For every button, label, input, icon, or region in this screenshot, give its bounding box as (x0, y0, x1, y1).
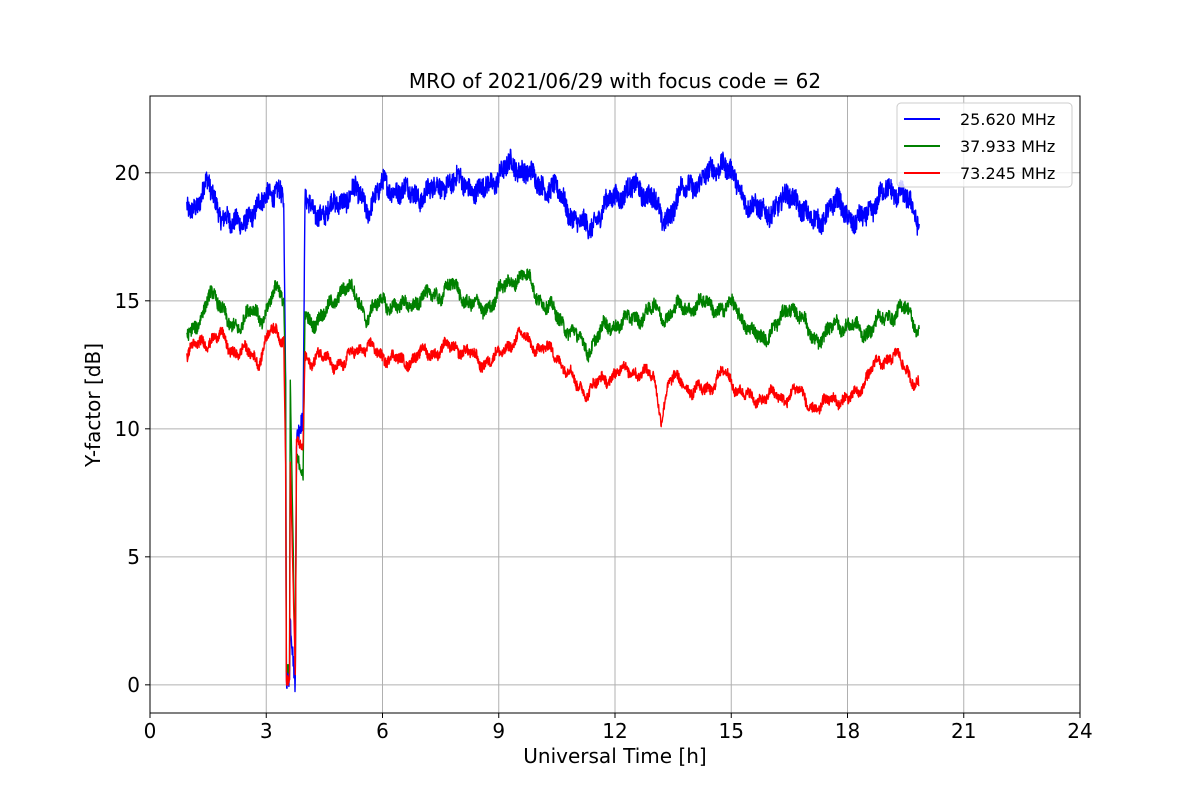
x-tick-label: 0 (144, 719, 157, 743)
x-tick-label: 3 (260, 719, 273, 743)
x-tick-label: 21 (951, 719, 976, 743)
series-layer (186, 148, 920, 693)
x-tick-label: 12 (602, 719, 627, 743)
chart-title: MRO of 2021/06/29 with focus code = 62 (409, 69, 821, 93)
y-tick-label: 20 (115, 161, 140, 185)
x-tick-label: 6 (376, 719, 389, 743)
ticks: 0 3 6 9 12 15 18 21 24 0 5 10 15 20 (115, 161, 1093, 743)
legend-label-0: 25.620 MHz (960, 110, 1055, 129)
legend-label-1: 37.933 MHz (960, 137, 1055, 156)
series-line-2 (186, 322, 920, 686)
legend-label-2: 73.245 MHz (960, 164, 1055, 183)
series-line-0 (186, 148, 920, 693)
x-tick-label: 9 (492, 719, 505, 743)
x-tick-label: 24 (1067, 719, 1092, 743)
legend-box (896, 102, 1073, 188)
y-tick-label: 10 (115, 417, 140, 441)
x-tick-label: 15 (719, 719, 744, 743)
x-axis-label: Universal Time [h] (523, 744, 706, 768)
legend: 25.620 MHz 37.933 MHz 73.245 MHz (896, 102, 1073, 188)
series-line-1 (186, 268, 920, 674)
y-tick-label: 0 (127, 673, 140, 697)
y-tick-label: 5 (127, 545, 140, 569)
y-axis-label: Y-factor [dB] (81, 343, 105, 468)
x-tick-label: 18 (835, 719, 860, 743)
y-tick-label: 15 (115, 289, 140, 313)
